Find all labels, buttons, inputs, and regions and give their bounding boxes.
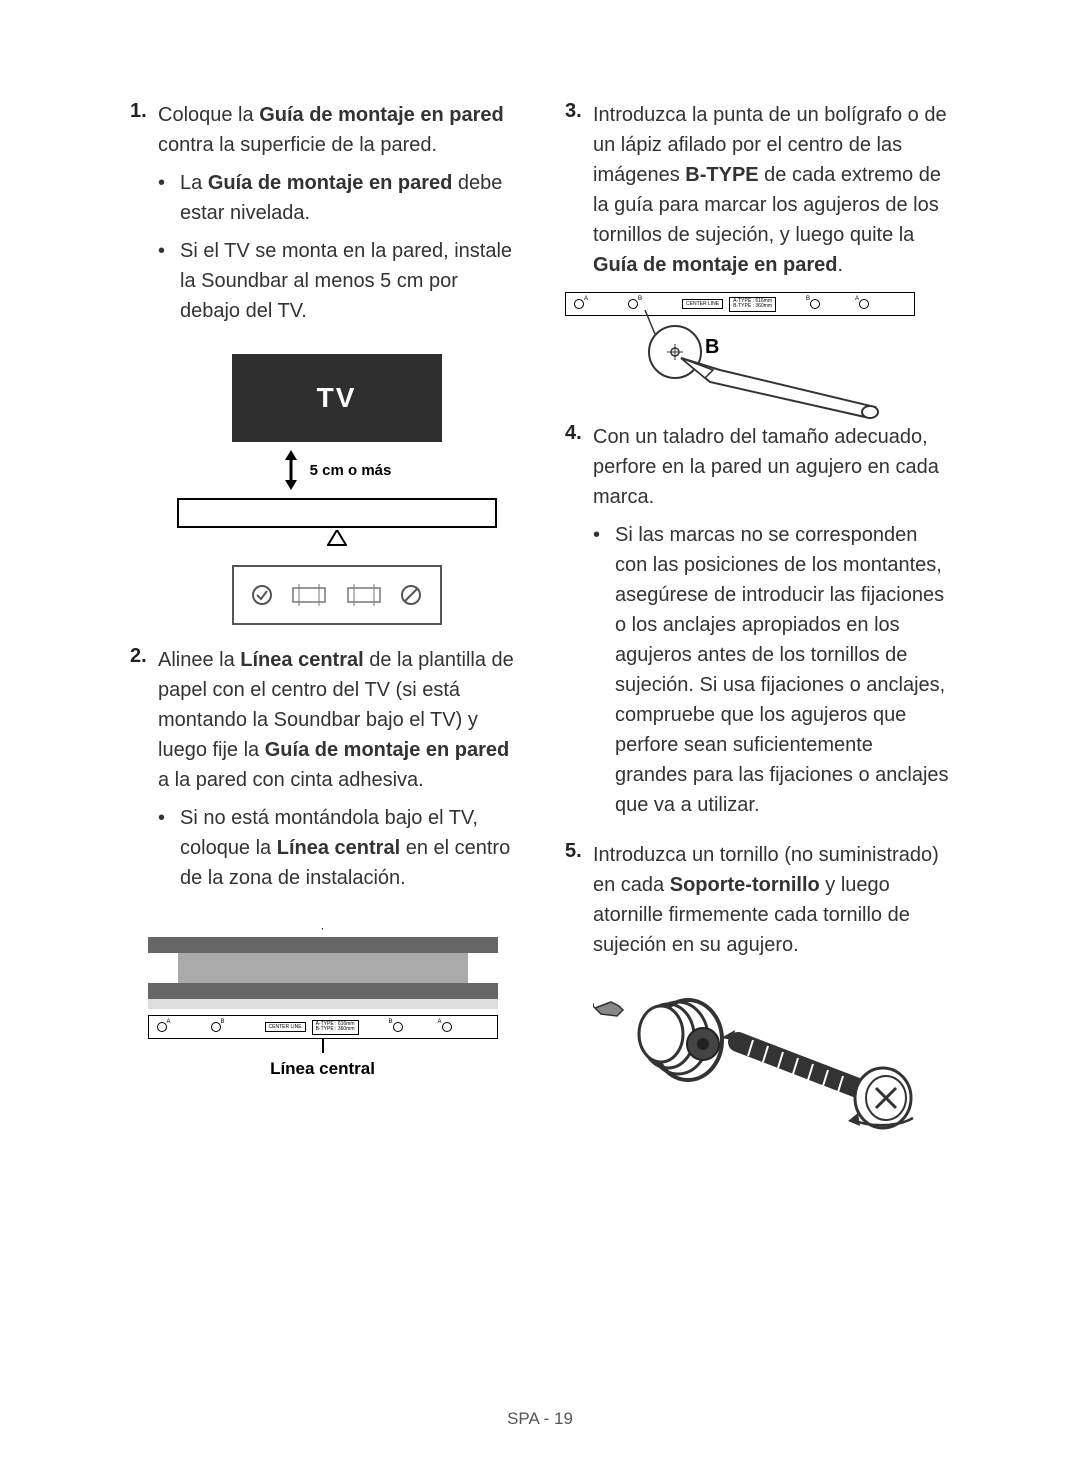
- hole-label: A: [438, 1019, 442, 1025]
- step-body: Coloque la Guía de montaje en pared cont…: [158, 100, 515, 334]
- step-5: 5. Introduzca un tornillo (no suministra…: [565, 840, 950, 960]
- step-4: 4. Con un taladro del tamaño adecuado, p…: [565, 422, 950, 828]
- prohibit-circle-icon: [400, 584, 422, 606]
- distance-label: 5 cm o más: [310, 462, 392, 479]
- bold-text: Guía de montaje en pared: [208, 172, 453, 194]
- step-3: 3. Introduzca la punta de un bolígrafo o…: [565, 100, 950, 280]
- right-column: 3. Introduzca la punta de un bolígrafo o…: [565, 100, 950, 1155]
- bullet-item: • Si el TV se monta en la pared, instale…: [158, 236, 515, 326]
- text: Alinee la: [158, 649, 240, 671]
- text: Si el TV se monta en la pared, instale l…: [180, 240, 512, 322]
- center-line-label: Línea central: [130, 1059, 515, 1079]
- figure-screw-bracket: [593, 980, 950, 1135]
- wall-guide-strip: A B CENTER LINE A-TYPE : 616mmB-TYPE : 3…: [148, 1015, 498, 1039]
- figure-tv-distance: TV 5 cm o más: [158, 354, 515, 625]
- figure-center-line: · A B CENTER LINE A-TYPE : 616mmB-TYPE :…: [130, 921, 515, 1079]
- text: contra la superficie de la pared.: [158, 134, 437, 156]
- bullet-list: • Si no está montándola bajo el TV, colo…: [158, 803, 515, 893]
- step-body: Alinee la Línea central de la plantilla …: [158, 645, 515, 901]
- bullet-item: • Si no está montándola bajo el TV, colo…: [158, 803, 515, 893]
- bold-text: B-TYPE: [685, 164, 758, 186]
- bullet-text: Si no está montándola bajo el TV, coloqu…: [180, 803, 515, 893]
- guide-hole-icon: [211, 1022, 221, 1032]
- check-circle-icon: [251, 584, 273, 606]
- text: .: [838, 254, 844, 276]
- guide-hole-icon: [393, 1022, 403, 1032]
- bullet-list: • La Guía de montaje en pared debe estar…: [158, 168, 515, 326]
- pen-illustration: [565, 292, 915, 422]
- figure-pen-marking: A B CENTER LINE A-TYPE : 616mmB-TYPE : 3…: [565, 292, 915, 422]
- bullet-dot: •: [158, 168, 180, 228]
- bullet-text: Si el TV se monta en la pared, instale l…: [180, 236, 515, 326]
- bracket-part-icon: [344, 580, 384, 610]
- bullet-item: • La Guía de montaje en pared debe estar…: [158, 168, 515, 228]
- bold-text: Soporte-tornillo: [670, 874, 820, 896]
- triangle-marker: [177, 530, 497, 551]
- bullet-dot: •: [593, 520, 615, 820]
- step-number: 2.: [130, 645, 158, 901]
- step-body: Introduzca la punta de un bolígrafo o de…: [593, 100, 950, 280]
- page-number: SPA - 19: [0, 1409, 1080, 1429]
- screw-assembly-illustration: [593, 980, 933, 1130]
- step-number: 4.: [565, 422, 593, 828]
- two-column-layout: 1. Coloque la Guía de montaje en pared c…: [130, 100, 950, 1155]
- center-tick: [322, 1039, 324, 1053]
- bold-text: Línea central: [277, 837, 400, 859]
- left-column: 1. Coloque la Guía de montaje en pared c…: [130, 100, 515, 1155]
- hole-label: A: [167, 1019, 171, 1025]
- step-1: 1. Coloque la Guía de montaje en pared c…: [130, 100, 515, 334]
- bullet-text: La Guía de montaje en pared debe estar n…: [180, 168, 515, 228]
- step-number: 3.: [565, 100, 593, 280]
- text: La: [180, 172, 208, 194]
- hole-label: B: [221, 1019, 225, 1025]
- tv-box: TV: [232, 354, 442, 442]
- bracket-part-icon: [289, 580, 329, 610]
- step-body: Con un taladro del tamaño adecuado, perf…: [593, 422, 950, 828]
- bullet-item: • Si las marcas no se corresponden con l…: [593, 520, 950, 820]
- guide-hole-icon: [442, 1022, 452, 1032]
- step-number: 1.: [130, 100, 158, 334]
- soundbar-outline: [177, 498, 497, 528]
- bold-text: Guía de montaje en pared: [593, 254, 838, 276]
- double-arrow-icon: [282, 450, 300, 490]
- center-dot: ·: [130, 921, 515, 935]
- bullet-dot: •: [158, 236, 180, 326]
- bold-text: Línea central: [240, 649, 363, 671]
- text: a la pared con cinta adhesiva.: [158, 769, 424, 791]
- tv-illustration: [130, 937, 515, 1009]
- text: Coloque la: [158, 104, 259, 126]
- bullet-list: • Si las marcas no se corresponden con l…: [593, 520, 950, 820]
- step-number: 5.: [565, 840, 593, 960]
- bold-text: Guía de montaje en pared: [259, 104, 504, 126]
- center-line-box: CENTER LINE: [265, 1022, 306, 1032]
- distance-arrow-row: 5 cm o más: [158, 450, 515, 490]
- text: Con un taladro del tamaño adecuado, perf…: [593, 426, 939, 508]
- bullet-dot: •: [158, 803, 180, 893]
- wall-bracket-illustration: [232, 565, 442, 625]
- step-body: Introduzca un tornillo (no suministrado)…: [593, 840, 950, 960]
- step-2: 2. Alinee la Línea central de la plantil…: [130, 645, 515, 901]
- hole-label: B: [389, 1019, 393, 1025]
- guide-hole-icon: [157, 1022, 167, 1032]
- type-box: A-TYPE : 616mmB-TYPE : 360mm: [312, 1020, 359, 1035]
- bold-text: Guía de montaje en pared: [265, 739, 510, 761]
- bullet-text: Si las marcas no se corresponden con las…: [615, 520, 950, 820]
